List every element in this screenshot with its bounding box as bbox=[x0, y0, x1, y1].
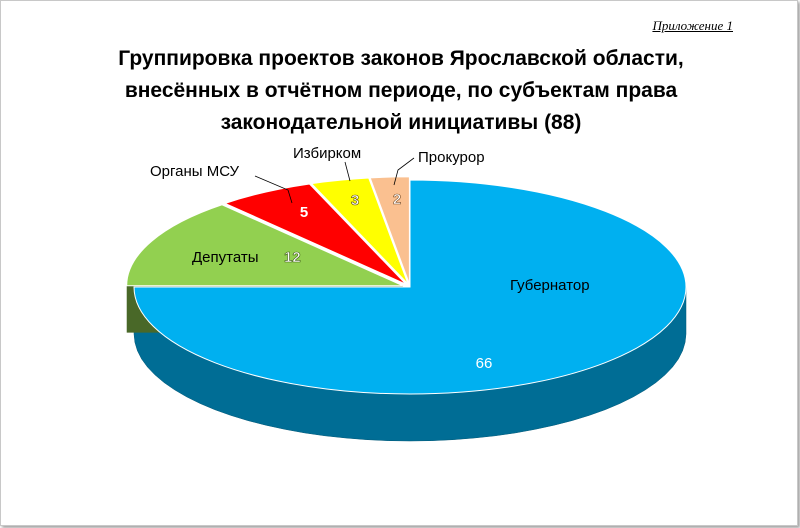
chart-title: Группировка проектов законов Ярославской… bbox=[61, 43, 741, 139]
slice-3-top bbox=[223, 183, 407, 285]
value-prokuror: 2 bbox=[393, 191, 401, 208]
pie-tops bbox=[126, 176, 687, 395]
value-izbirkom: 3 bbox=[351, 192, 359, 209]
slice-4-top bbox=[310, 177, 409, 285]
value-deputaty: 12 bbox=[284, 249, 301, 266]
leader-line-prokuror bbox=[393, 157, 415, 186]
label-deputaty: Депутаты bbox=[192, 249, 259, 266]
chart-title-line-2: внесённых в отчётном периоде, по субъект… bbox=[124, 79, 678, 102]
label-izbirkom: Избирком bbox=[293, 145, 361, 162]
slice-2-top bbox=[126, 204, 403, 287]
leader-line-izbirkom bbox=[344, 161, 351, 182]
value-organy-msu: 5 bbox=[300, 204, 308, 221]
label-prokuror: Прокурор bbox=[418, 149, 485, 166]
appendix-label: Приложение 1 bbox=[652, 18, 733, 33]
slice-5-top bbox=[369, 176, 410, 284]
chart-title-line-3: законодательной инициативы (88) bbox=[220, 111, 582, 134]
label-gubernator: Губернатор bbox=[510, 277, 590, 294]
chart-title-line-1: Группировка проектов законов Ярославской… bbox=[118, 47, 684, 70]
label-organy-msu: Органы МСУ bbox=[150, 163, 240, 180]
leader-line-organy-msu bbox=[254, 175, 293, 204]
slice-1-top bbox=[133, 179, 687, 395]
pie-labels: Губернатор 66 Депутаты 12 Органы МСУ 5 Избирко… bbox=[150, 145, 590, 372]
value-gubernator: 66 bbox=[476, 355, 493, 372]
